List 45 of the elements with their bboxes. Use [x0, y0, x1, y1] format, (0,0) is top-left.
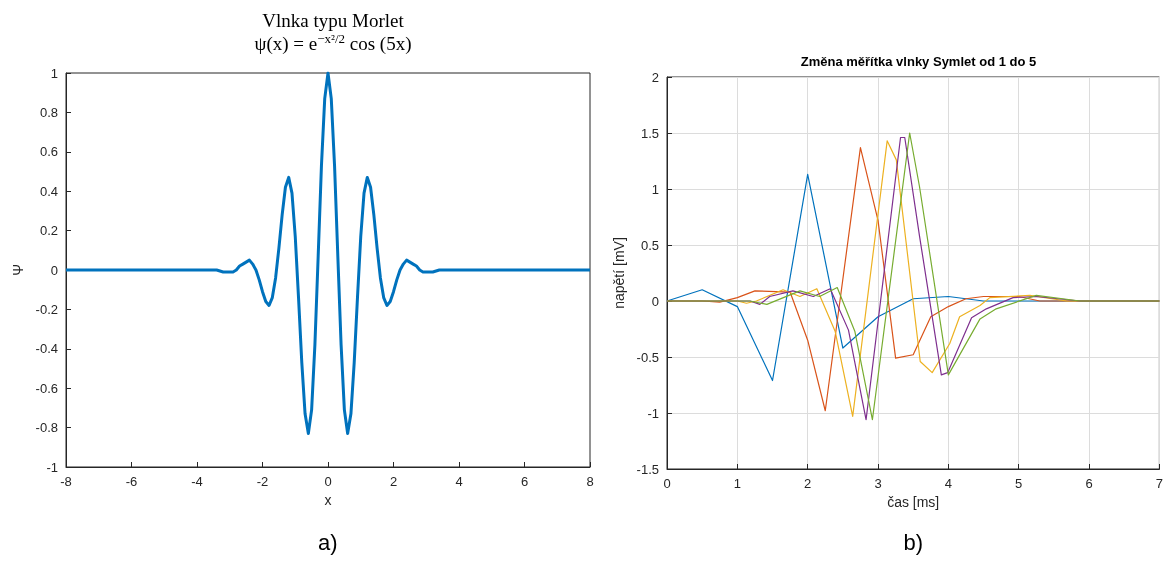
- x-tick-label: 3: [874, 476, 882, 491]
- y-tick-label: 1: [50, 65, 58, 81]
- x-tick-label: 2: [804, 476, 812, 491]
- x-tick-label: -2: [256, 474, 269, 489]
- x-tick-label: 2: [389, 474, 398, 489]
- x-tick-label: -6: [125, 474, 138, 489]
- text: b): [903, 529, 924, 555]
- y-tick-label: -1: [647, 405, 659, 421]
- x-axis-title: čas [ms]: [887, 494, 940, 510]
- x-tick-label: 4: [944, 476, 952, 491]
- y-tick-label: -0.2: [35, 301, 58, 317]
- y-tick-label: -1.5: [636, 461, 659, 477]
- x-tick-label: 7: [1155, 476, 1163, 491]
- y-axis-title: napětí [mV]: [610, 237, 627, 309]
- y-tick-label: -0.6: [35, 380, 58, 396]
- y-tick-label: 0.8: [39, 104, 58, 120]
- y-tick-label: 1: [651, 181, 659, 197]
- y-tick-label: 0.5: [640, 237, 659, 253]
- chart-title: Vlnka typu Morlet: [262, 10, 405, 31]
- x-tick-label: -8: [60, 474, 72, 489]
- y-tick-label: 2: [651, 69, 659, 85]
- x-tick-label: 6: [1085, 476, 1093, 491]
- x-tick-label: 4: [455, 474, 463, 489]
- y-tick-label: -1: [46, 459, 58, 475]
- y-tick-label: 0: [50, 262, 58, 278]
- x-axis-title: x: [324, 492, 332, 508]
- y-tick-label: -0.8: [35, 420, 58, 436]
- y-tick-label: 0.2: [39, 223, 58, 239]
- y-axis-title: Ψ: [9, 264, 26, 276]
- text: a): [318, 529, 338, 555]
- x-tick-label: -4: [191, 474, 203, 489]
- line-series: [64, 71, 592, 436]
- y-tick-label: -0.5: [636, 349, 659, 365]
- y-tick-label: 1.5: [640, 125, 659, 141]
- x-tick-label: 1: [733, 476, 741, 491]
- x-tick-label: 6: [520, 474, 529, 489]
- y-tick-label: 0.6: [39, 144, 58, 160]
- x-tick-label: 8: [586, 474, 594, 489]
- y-tick-label: -0.4: [35, 341, 58, 357]
- x-tick-label: 0: [663, 476, 671, 491]
- x-tick-label: 5: [1015, 476, 1023, 491]
- chart-title: Změna měřítka vlnky Symlet od 1 do 5: [800, 54, 1037, 69]
- x-tick-label: 0: [324, 474, 332, 489]
- y-tick-label: 0.4: [39, 183, 58, 199]
- y-tick-label: 0: [651, 293, 659, 309]
